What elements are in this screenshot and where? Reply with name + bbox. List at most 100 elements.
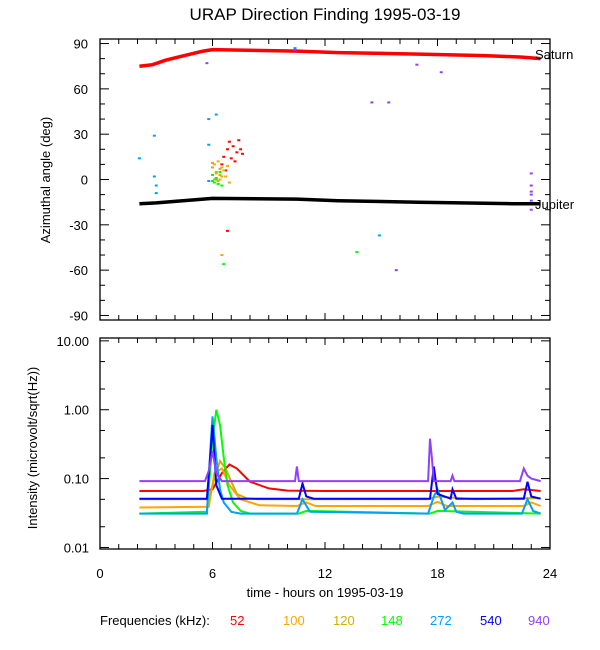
azimuth-data bbox=[137, 47, 541, 272]
direction-point-100khz bbox=[218, 178, 222, 181]
legend-title: Frequencies (kHz): bbox=[100, 613, 210, 628]
intensity-line-100khz bbox=[139, 467, 541, 509]
direction-point-148khz bbox=[211, 180, 214, 183]
azimuth-y-tick-label: -90 bbox=[69, 308, 88, 323]
direction-point-120khz bbox=[220, 175, 224, 178]
direction-point-940khz bbox=[529, 199, 533, 202]
direction-point-940khz bbox=[370, 101, 374, 104]
jupiter-label: Jupiter bbox=[535, 197, 575, 212]
direction-point-100khz bbox=[227, 181, 231, 184]
direction-point-100khz bbox=[224, 175, 228, 178]
azimuth-y-tick-label: 60 bbox=[74, 82, 88, 97]
intensity-line-52khz bbox=[139, 463, 541, 492]
x-tick-label: 24 bbox=[543, 566, 557, 581]
direction-point-52khz bbox=[233, 160, 237, 163]
direction-point-120khz bbox=[212, 178, 216, 181]
x-tick-label: 18 bbox=[430, 566, 444, 581]
intensity-y-tick-label: 0.10 bbox=[64, 472, 89, 487]
azimuth-ticks: 90 60 30 0 -30 -60 -90 bbox=[69, 37, 551, 323]
direction-point-272khz bbox=[152, 134, 156, 137]
legend-item-120khz: 120 bbox=[333, 613, 355, 628]
legend-item-52khz: 52 bbox=[230, 613, 244, 628]
direction-point-52khz bbox=[231, 145, 235, 148]
direction-point-272khz bbox=[207, 180, 211, 183]
azimuth-y-tick-label: 0 bbox=[81, 173, 88, 188]
direction-point-940khz bbox=[394, 269, 398, 272]
direction-point-52khz bbox=[222, 155, 226, 158]
direction-point-120khz bbox=[218, 173, 222, 176]
direction-point-100khz bbox=[216, 160, 220, 163]
jupiter-direction-line bbox=[139, 196, 541, 206]
direction-point-52khz bbox=[239, 148, 243, 151]
intensity-line-940khz bbox=[139, 438, 541, 483]
legend-item-148khz: 148 bbox=[381, 613, 403, 628]
x-axis-label: time - hours on 1995-03-19 bbox=[247, 585, 404, 600]
azimuth-y-tick-label: -30 bbox=[69, 218, 88, 233]
x-tick-label: 12 bbox=[318, 566, 332, 581]
direction-point-120khz bbox=[218, 167, 222, 170]
saturn-label: Saturn bbox=[535, 47, 573, 62]
intensity-y-tick-label: 10.00 bbox=[56, 334, 89, 349]
direction-point-52khz bbox=[224, 169, 228, 172]
intensity-line-272khz bbox=[139, 416, 541, 515]
direction-point-272khz bbox=[293, 47, 297, 50]
azimuth-y-tick-label: -60 bbox=[69, 263, 88, 278]
direction-point-100khz bbox=[226, 164, 229, 167]
azimuth-y-axis-label: Azimuthal angle (deg) bbox=[38, 117, 53, 243]
intensity-line-540khz bbox=[139, 424, 541, 501]
direction-point-272khz bbox=[154, 192, 158, 195]
direction-point-940khz bbox=[529, 208, 533, 211]
direction-point-272khz bbox=[137, 157, 141, 160]
legend-item-540khz: 540 bbox=[480, 613, 502, 628]
azimuth-y-tick-label: 90 bbox=[74, 37, 88, 52]
direction-point-940khz bbox=[439, 71, 443, 74]
direction-point-100khz bbox=[214, 172, 218, 175]
intensity-panel: 10.00 1.00 0.10 0.01 0 6 12 18 24 Intensity (mic… bbox=[25, 334, 557, 600]
direction-point-100khz bbox=[220, 254, 224, 257]
direction-point-148khz bbox=[211, 173, 214, 176]
direction-point-148khz bbox=[214, 178, 218, 181]
direction-point-120khz bbox=[211, 166, 214, 169]
direction-point-940khz bbox=[387, 101, 391, 104]
direction-point-148khz bbox=[212, 181, 216, 184]
direction-point-100khz bbox=[212, 163, 216, 166]
legend-item-940khz: 940 bbox=[528, 613, 550, 628]
direction-point-940khz bbox=[529, 190, 533, 193]
direction-point-148khz bbox=[222, 263, 226, 266]
direction-point-940khz bbox=[529, 172, 533, 175]
intensity-ticks: 10.00 1.00 0.10 0.01 0 6 12 18 24 bbox=[56, 334, 557, 581]
direction-point-120khz bbox=[216, 180, 220, 183]
direction-point-940khz bbox=[529, 184, 533, 187]
direction-point-940khz bbox=[205, 62, 209, 65]
direction-point-52khz bbox=[226, 229, 229, 232]
direction-point-52khz bbox=[235, 151, 239, 154]
direction-point-148khz bbox=[220, 184, 224, 187]
direction-point-120khz bbox=[211, 161, 214, 164]
x-tick-label: 0 bbox=[96, 566, 103, 581]
direction-point-120khz bbox=[214, 170, 218, 173]
direction-point-52khz bbox=[241, 152, 244, 155]
direction-point-148khz bbox=[218, 170, 222, 173]
direction-point-940khz bbox=[415, 63, 419, 66]
direction-point-148khz bbox=[216, 183, 220, 186]
direction-point-52khz bbox=[237, 139, 241, 142]
azimuth-y-tick-label: 30 bbox=[74, 127, 88, 142]
direction-point-148khz bbox=[214, 176, 218, 179]
legend-item-100khz: 100 bbox=[283, 613, 305, 628]
intensity-plot-frame bbox=[99, 337, 551, 550]
intensity-data bbox=[139, 409, 541, 515]
direction-point-52khz bbox=[226, 148, 229, 151]
frequency-legend: Frequencies (kHz): 52 100 120 148 272 540 940 bbox=[100, 613, 550, 628]
direction-point-52khz bbox=[229, 157, 233, 160]
direction-point-148khz bbox=[355, 251, 359, 254]
direction-point-52khz bbox=[220, 163, 224, 166]
chart-title: URAP Direction Finding 1995-03-19 bbox=[190, 5, 461, 24]
direction-point-100khz bbox=[222, 169, 226, 172]
legend-item-272khz: 272 bbox=[430, 613, 452, 628]
intensity-y-axis-label: Intensity (microvolt/sqrt(Hz)) bbox=[25, 367, 40, 530]
direction-point-940khz bbox=[529, 193, 533, 196]
direction-point-940khz bbox=[293, 48, 297, 51]
direction-point-52khz bbox=[227, 140, 231, 143]
saturn-direction-line bbox=[139, 47, 541, 68]
